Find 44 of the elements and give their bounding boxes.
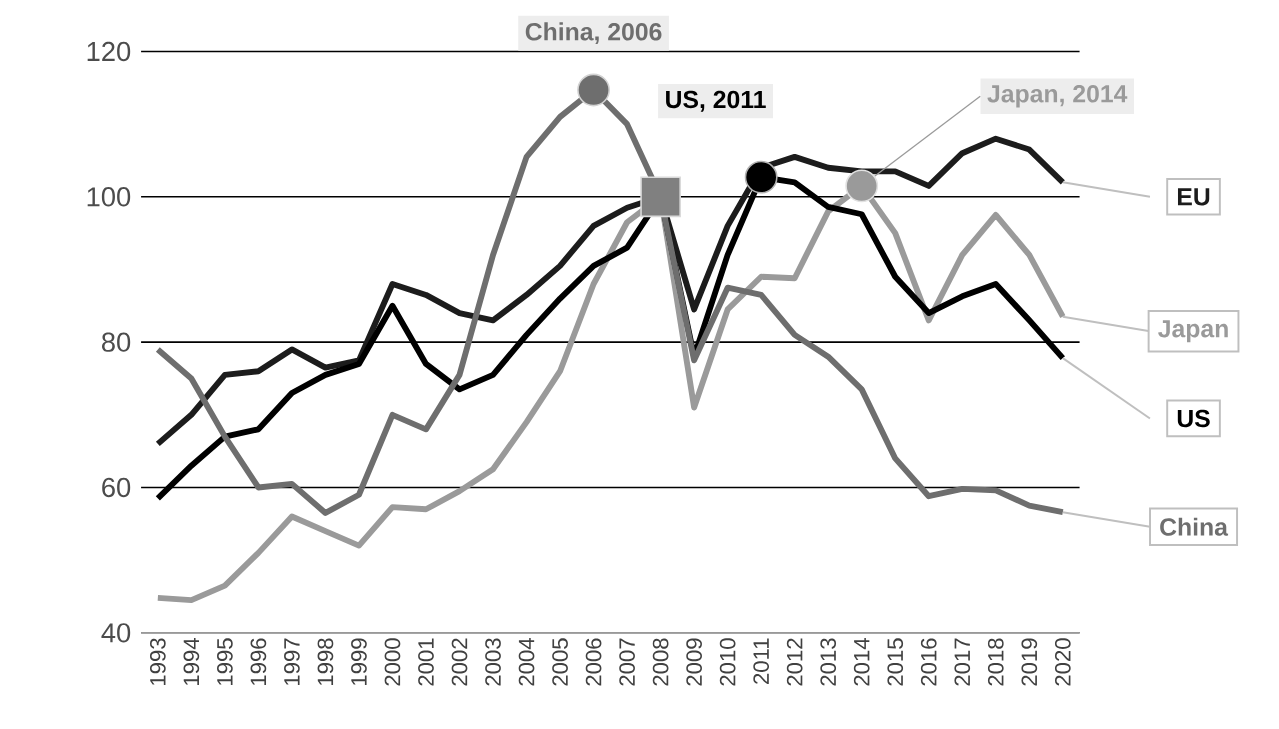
x-tick-label: 2012 (786, 638, 803, 686)
x-tick-label: 1995 (217, 638, 233, 686)
x-tick-label: 2006 (585, 638, 602, 686)
x-tick-label: 1997 (284, 638, 300, 686)
x-tick-label: 2019 (1021, 638, 1038, 686)
text: US (1177, 409, 1210, 428)
text: Japan (1158, 320, 1228, 343)
y-tick-label: 40 (101, 623, 131, 643)
x-tick-label: 2013 (820, 638, 837, 686)
point (640, 176, 681, 218)
x-tick-label: 1999 (351, 638, 367, 686)
text: EU (1177, 188, 1210, 206)
x-tick-label: 1998 (317, 638, 334, 686)
text: China (1160, 517, 1229, 537)
x-tick-label: 2000 (384, 638, 401, 686)
x-tick-label: 2010 (719, 638, 736, 686)
x-tick-label: 2014 (853, 638, 870, 686)
annotation: China, 2006 (525, 22, 662, 45)
x-tick-label: 2007 (619, 638, 635, 686)
x-tick-label: 2005 (552, 638, 568, 686)
x-tick-label: 2002 (451, 638, 468, 686)
x-tick-label: 2015 (887, 638, 904, 686)
point (744, 160, 778, 194)
annotation: Japan, 2014 (987, 85, 1128, 108)
x-tick-label: 2016 (920, 638, 937, 686)
x-tick-label: 2003 (485, 638, 501, 686)
y-tick-label: 100 (87, 187, 131, 207)
x-tick-label: 2018 (987, 638, 1004, 686)
y-tick-label: 60 (102, 477, 131, 498)
x-tick-label: 2011 (753, 638, 770, 685)
x-tick-label: 2004 (518, 638, 535, 686)
y-tick-label: 80 (102, 332, 131, 353)
x-tick-label: 2020 (1054, 638, 1071, 686)
x-tick-label: 2009 (686, 638, 702, 686)
annotation: US, 2011 (666, 90, 766, 112)
x-tick-label: 1994 (183, 638, 200, 686)
x-tick-label: 1993 (149, 638, 166, 686)
point (577, 73, 610, 107)
x-tick-label: 1996 (250, 638, 267, 686)
y-tick-label: 120 (87, 41, 131, 62)
x-tick-label: 2008 (652, 638, 669, 686)
point (845, 169, 879, 203)
x-tick-label: 2017 (954, 638, 971, 686)
x-tick-label: 2001 (418, 638, 434, 686)
